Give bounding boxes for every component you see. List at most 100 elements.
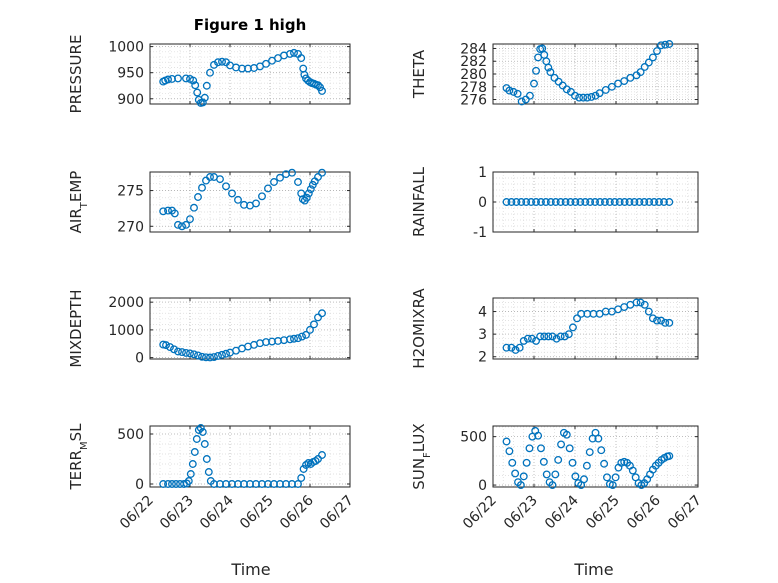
data-point [252,199,260,208]
y-tick-label: 0 [478,478,487,494]
data-point [502,343,511,352]
data-point [186,349,194,358]
y-tick-label: 275 [117,184,144,200]
data-point [172,480,180,488]
data-point [540,332,549,341]
data-point [168,480,176,488]
data-point [600,459,609,468]
data-point [194,351,202,360]
data-point [653,316,661,325]
data-point [505,447,514,456]
data-point [551,470,560,479]
data-point [636,68,645,77]
data-point [162,341,170,350]
data-point [190,350,198,359]
axes-box [149,297,351,360]
data-point [297,474,306,482]
data-point [218,57,226,66]
data-point [605,198,614,206]
y-tick-label: -1 [473,225,487,241]
data-point [174,74,182,83]
y-axis-label-part: H2OMIXRA [410,288,428,369]
data-point [596,198,604,206]
data-point [525,91,534,100]
y-axis-label-part: THETA [410,49,428,99]
axes-box [149,43,351,105]
data-point [314,313,322,322]
data-point [644,58,653,67]
subplot-pressure: 900 950 1000 PRESSURE [67,35,351,114]
data-point [214,58,222,67]
y-axis-label-part: TERR [67,450,85,491]
data-point [164,206,172,215]
y-tick-label: 0 [135,351,144,367]
data-point [546,198,555,206]
data-point [170,209,179,218]
data-point [519,336,528,345]
data-point [206,353,214,362]
data-point [571,91,579,100]
data-point [528,334,536,343]
data-point [302,193,311,202]
y-axis-label: PRESSURE [67,35,85,114]
data-point [502,437,511,446]
data-point [206,68,214,77]
y-axis-label-part: PRESSURE [67,35,85,114]
data-point [532,336,540,345]
data-point [194,426,203,434]
data-point [655,198,663,206]
data-point [607,82,616,91]
data-point [294,334,302,343]
data-point [591,91,600,100]
y-tick-label: 500 [117,427,144,443]
data-point [159,207,168,216]
data-point [579,93,588,102]
data-point [582,461,591,470]
data-point [200,440,209,448]
data-point [576,198,585,206]
data-point [571,198,580,206]
data-point [188,460,197,468]
y-axis-label-part: EMP [67,171,85,202]
data-point [665,40,674,48]
data-point [565,444,574,453]
data-point [178,222,186,231]
data-point [661,318,670,327]
data-point [586,198,595,206]
data-point [610,198,619,206]
y-tick-label: 0 [135,477,144,493]
y-axis-label: AIRTEMP [67,171,90,234]
data-point [522,198,531,206]
data-point [660,198,668,206]
data-point [511,346,520,354]
data-point [234,195,242,204]
data-point [512,198,521,206]
data-point [569,323,577,332]
data-point [541,198,550,206]
y-tick-label: 3 [478,327,487,343]
y-tick-label: 2 [478,350,487,366]
data-point [640,63,649,71]
y-tick-label: 270 [117,219,144,235]
data-point [527,198,536,206]
data-point [548,332,557,341]
data-point [286,335,294,344]
subplot-h2omixra: 2 3 4 H2OMIXRA [410,288,699,369]
y-axis-label: H2OMIXRA [410,288,428,369]
data-point [523,334,532,343]
data-point [648,53,657,62]
data-point [182,220,190,229]
data-point [290,48,298,57]
data-point [544,332,553,341]
data-point [620,198,629,206]
y-axis-label-part: SL [67,423,85,442]
data-point [182,348,190,357]
data-point [298,195,307,204]
data-point [560,332,569,341]
y-tick-label: 500 [460,430,487,446]
data-point [554,455,563,464]
data-point [537,444,545,453]
y-tick-label: 278 [460,80,487,96]
data-point [517,198,526,206]
